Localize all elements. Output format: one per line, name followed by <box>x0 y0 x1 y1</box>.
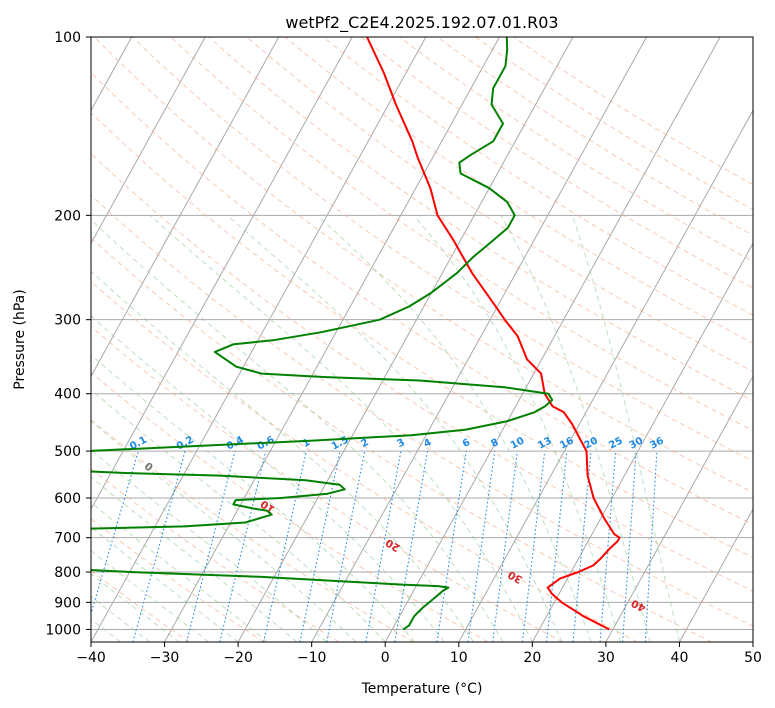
y-axis-label: Pressure (hPa) <box>12 289 28 389</box>
dry-adiabat <box>91 280 638 642</box>
plot-frame <box>90 36 754 643</box>
mixing-ratio-line <box>299 450 341 642</box>
isotherm <box>679 508 753 642</box>
y-tick-label: 600 <box>54 491 81 507</box>
moist-adiabat <box>91 476 298 642</box>
temperature-profile-line <box>366 37 621 631</box>
dry-adiabat <box>170 37 753 432</box>
mixing-ratio-line <box>326 450 366 642</box>
x-tick-label: 0 <box>381 650 390 666</box>
y-tick-label: 400 <box>54 387 81 403</box>
isotherm <box>384 37 721 642</box>
dry-adiabat <box>91 71 753 526</box>
moist-adiabat <box>91 354 415 642</box>
moist-adiabat <box>91 219 504 642</box>
mixing-ratio-label: 1 <box>301 437 312 450</box>
profile-lines <box>91 37 621 631</box>
y-tick-label: 800 <box>54 565 81 581</box>
y-tick-label: 1000 <box>45 622 81 638</box>
mixing-ratio-label: 8 <box>489 437 500 450</box>
isotherm <box>164 37 500 642</box>
dry-adiabat <box>91 152 753 592</box>
mixing-ratio-line <box>467 451 496 642</box>
x-tick-label: 40 <box>671 650 689 666</box>
mixing-ratio-line <box>262 450 307 642</box>
isotherm <box>531 242 753 642</box>
dewpoint-profile-line <box>91 37 554 631</box>
y-tick-label: 900 <box>54 595 81 611</box>
mixing-ratio-line <box>394 451 429 642</box>
x-tick-label: 50 <box>744 650 762 666</box>
y-tick-label: 100 <box>54 30 81 46</box>
x-tick-label: −30 <box>150 650 180 666</box>
mixing-ratio-label: 2 <box>359 437 370 450</box>
dry-adiabat <box>132 37 753 462</box>
dry-adiabat <box>513 37 753 186</box>
mixing-ratio-label: 3 <box>395 437 406 450</box>
y-tick-label: 300 <box>54 313 81 329</box>
moist-adiabat <box>91 315 445 642</box>
isotherm <box>605 375 753 642</box>
mixing-ratio-line <box>365 451 402 642</box>
mixing-ratio-line <box>219 450 267 642</box>
dry-adiabat <box>475 37 753 211</box>
dry-adiabat <box>91 467 340 642</box>
plot-area <box>91 37 753 642</box>
isotherm <box>91 37 353 511</box>
x-tick-label: −20 <box>223 650 253 666</box>
chart-title: wetPf2_C2E4.2025.192.07.01.R03 <box>285 13 558 33</box>
y-tick-label: 200 <box>54 208 81 224</box>
x-tick-label: 30 <box>597 650 615 666</box>
y-tick-label: 700 <box>54 531 81 547</box>
dry-adiabat <box>94 37 753 493</box>
background-lines <box>91 37 753 642</box>
moist-adiabat <box>571 215 680 642</box>
mixing-ratio-label: 4 <box>422 437 433 450</box>
dry-adiabat-label: 40 <box>629 597 647 614</box>
dry-adiabat <box>360 37 753 289</box>
mixing-ratio-label: 6 <box>461 437 472 450</box>
mixing-ratio-line <box>436 451 467 642</box>
moist-adiabat <box>317 214 592 642</box>
dry-adiabat <box>284 37 753 344</box>
x-tick-label: −10 <box>297 650 327 666</box>
mixing-ratio-line <box>186 450 236 642</box>
moist-adiabat <box>91 420 357 642</box>
mixing-ratio-line <box>492 451 518 642</box>
mixing-ratio-line <box>91 450 139 616</box>
x-tick-label: 10 <box>450 650 468 666</box>
moist-adiabat <box>413 214 622 642</box>
isotherm <box>91 37 280 378</box>
moist-adiabat <box>91 449 327 642</box>
dry-adiabat <box>91 325 563 642</box>
x-tick-label: −40 <box>76 650 106 666</box>
dry-adiabat <box>322 37 753 316</box>
y-tick-label: 500 <box>54 444 81 460</box>
mixing-ratio-line <box>521 451 546 642</box>
axes: −40 −30 −20 −10 0 10 20 30 40 50 100 200 300 400 500 60… <box>45 30 762 666</box>
isotherm <box>91 37 206 245</box>
x-tick-label: 20 <box>523 650 541 666</box>
moist-adiabat <box>149 214 533 642</box>
dry-adiabat <box>91 419 414 642</box>
moist-adiabat <box>91 270 474 642</box>
dry-adiabat <box>91 237 713 642</box>
dry-adiabat <box>91 518 265 642</box>
mixing-ratio-line <box>132 450 186 642</box>
moist-adiabat <box>226 214 563 642</box>
moist-adiabat <box>500 215 651 642</box>
x-axis-label: Temperature (°C) <box>361 681 483 697</box>
moist-adiabat <box>91 389 386 642</box>
isotherm <box>237 37 574 642</box>
isotherm <box>91 37 427 642</box>
dry-adiabat <box>91 111 753 558</box>
